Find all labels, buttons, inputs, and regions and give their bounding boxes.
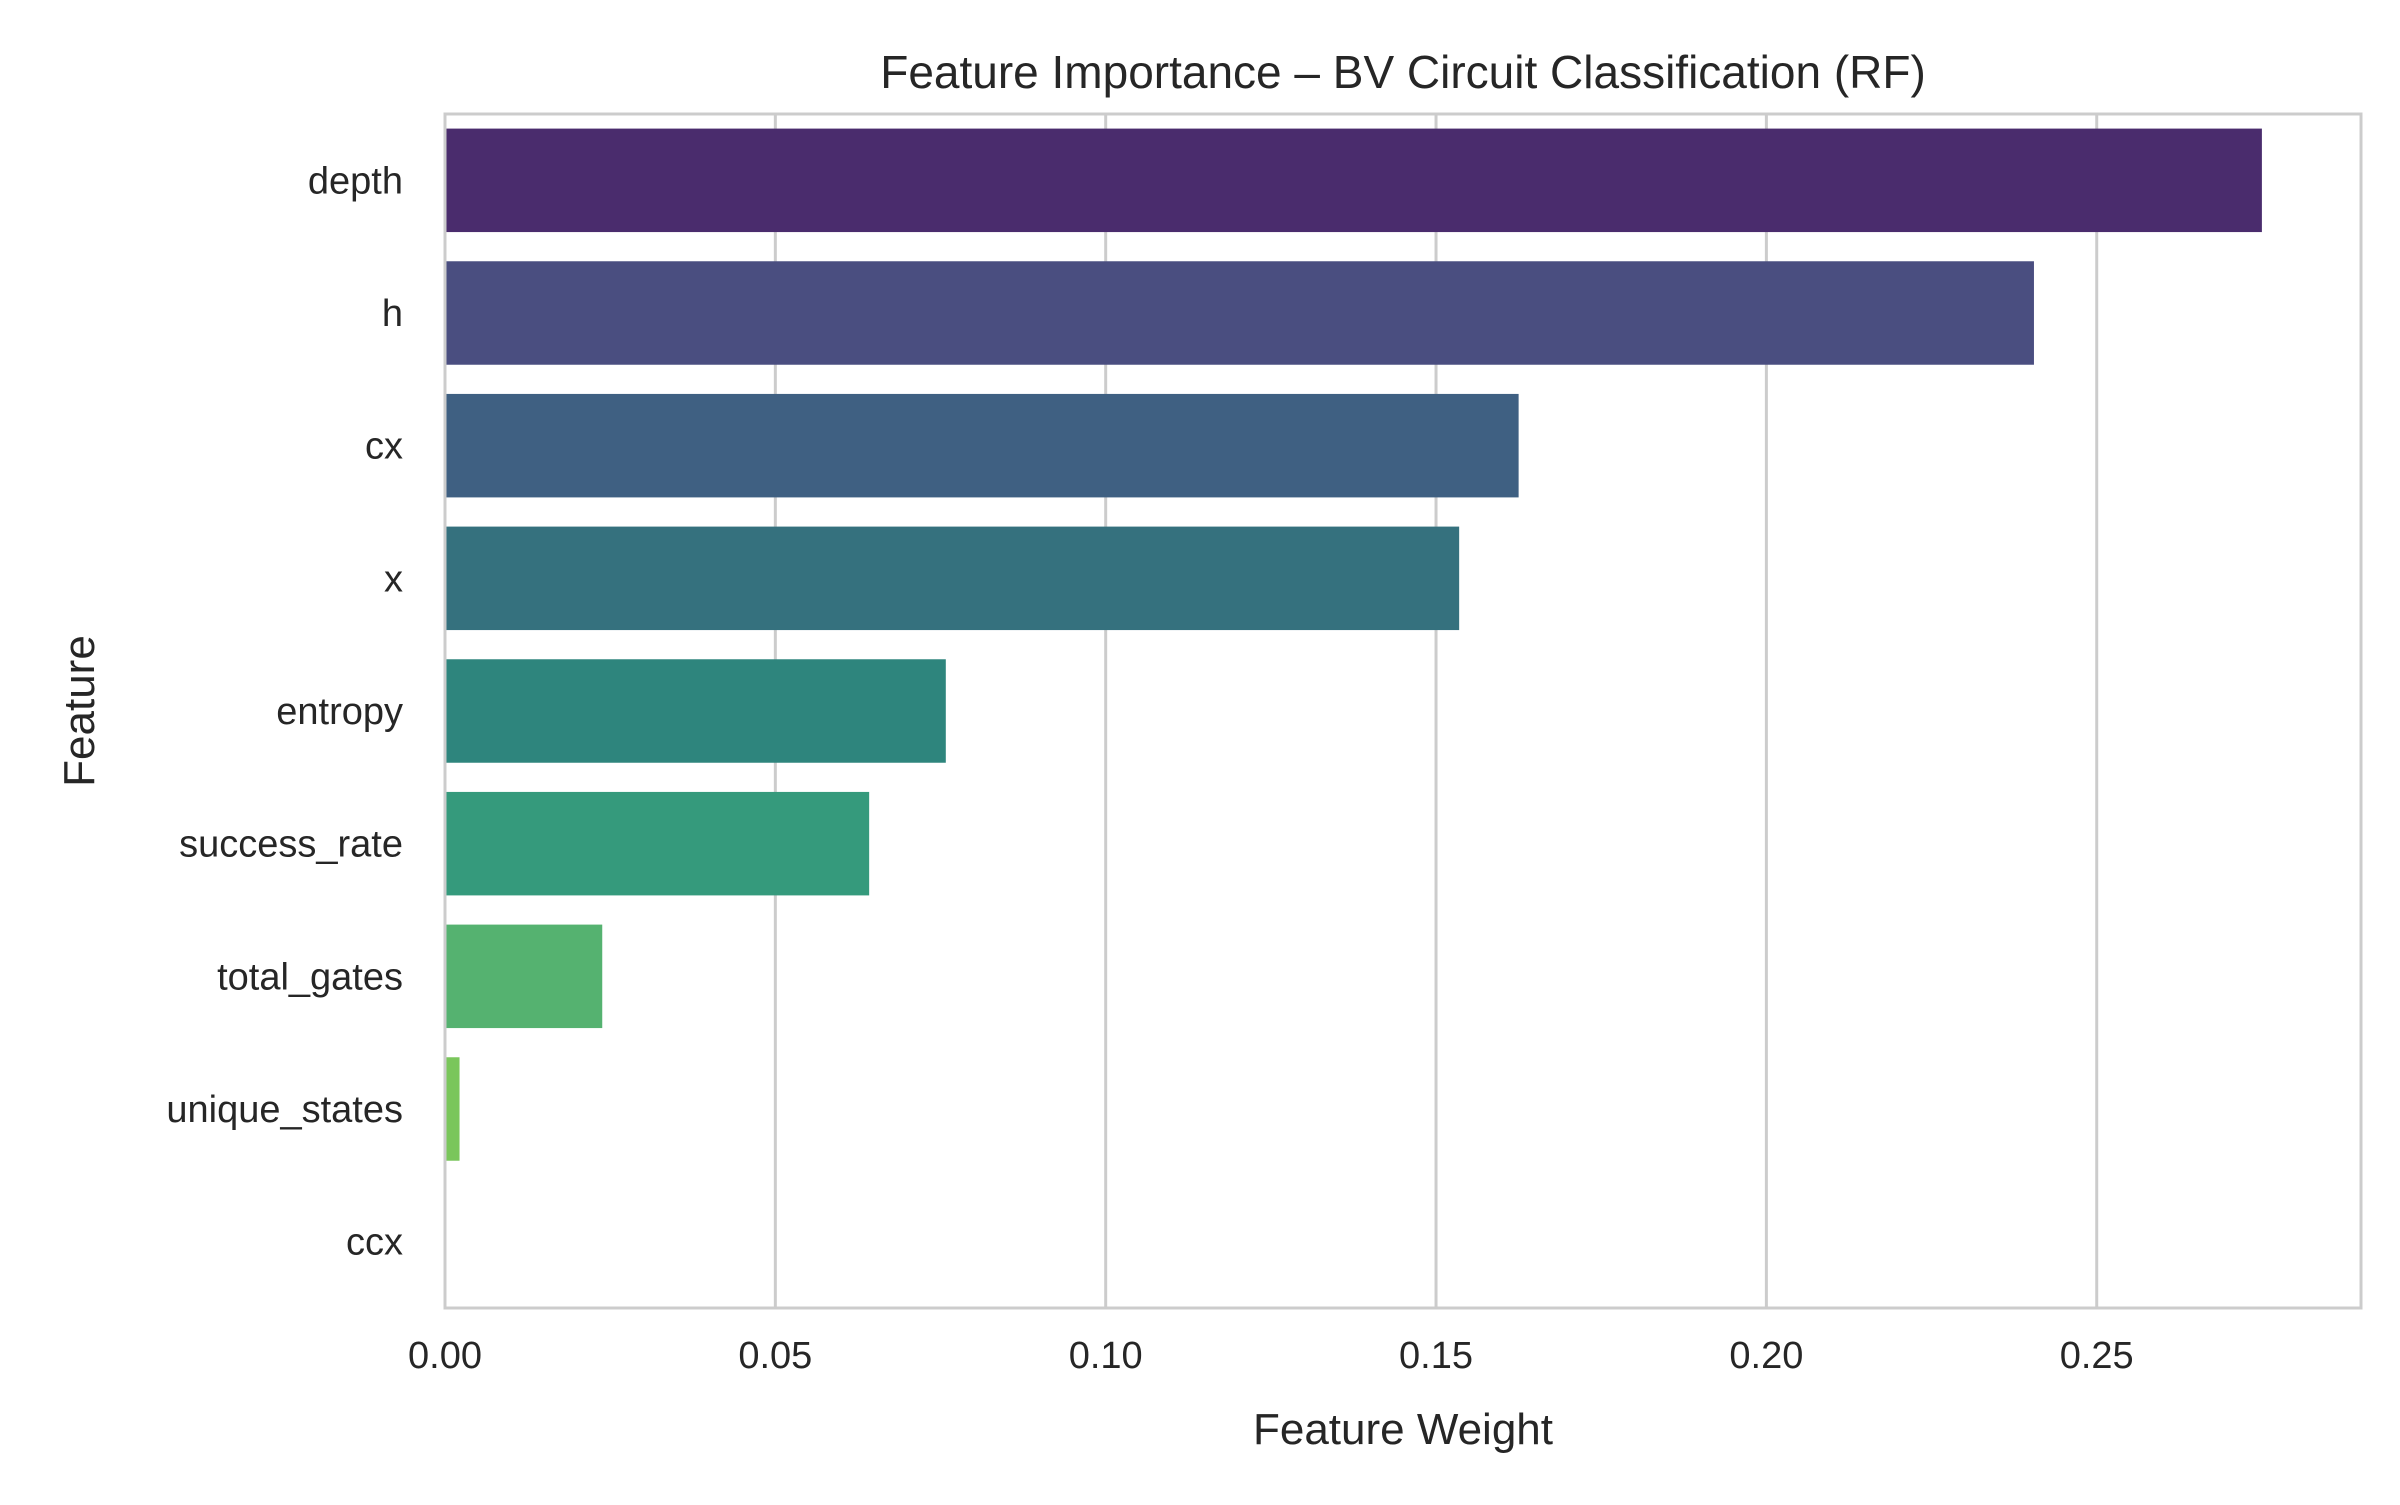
y-tick-label: depth (308, 160, 403, 202)
y-tick-label: ccx (346, 1222, 403, 1264)
bar-success-rate (445, 791, 870, 896)
chart-title: Feature Importance – BV Circuit Classifi… (880, 46, 1926, 98)
x-tick-label: 0.15 (1399, 1335, 1473, 1377)
x-tick-labels: 0.00 0.05 0.10 0.15 0.20 0.25 (408, 1335, 2134, 1377)
y-tick-label: entropy (276, 691, 403, 733)
x-tick-label: 0.10 (1069, 1335, 1143, 1377)
bar-depth (445, 128, 2262, 233)
y-tick-label: cx (365, 426, 403, 468)
x-axis-title: Feature Weight (1253, 1405, 1553, 1454)
y-tick-label: x (384, 558, 403, 600)
x-tick-label: 0.00 (408, 1335, 482, 1377)
x-tick-label: 0.25 (2060, 1335, 2134, 1377)
bar-unique-states (445, 1057, 460, 1161)
bar-x (445, 526, 1460, 631)
x-tick-label: 0.20 (1729, 1335, 1803, 1377)
y-tick-label: unique_states (166, 1089, 403, 1131)
bar-entropy (445, 659, 946, 763)
y-tick-label: h (382, 293, 403, 335)
bar-cx (445, 393, 1519, 498)
y-tick-label: total_gates (217, 956, 403, 998)
bar-total-gates (445, 924, 603, 1029)
bars (445, 128, 2262, 1161)
x-tick-label: 0.05 (738, 1335, 812, 1377)
plot-frame (443, 112, 2363, 1310)
y-axis-title: Feature (55, 635, 104, 787)
y-tick-labels: depth h cx x entropy success_rate total_gatesu… (166, 160, 403, 1263)
bar-h (445, 261, 2034, 365)
y-tick-label: success_rate (179, 824, 403, 866)
